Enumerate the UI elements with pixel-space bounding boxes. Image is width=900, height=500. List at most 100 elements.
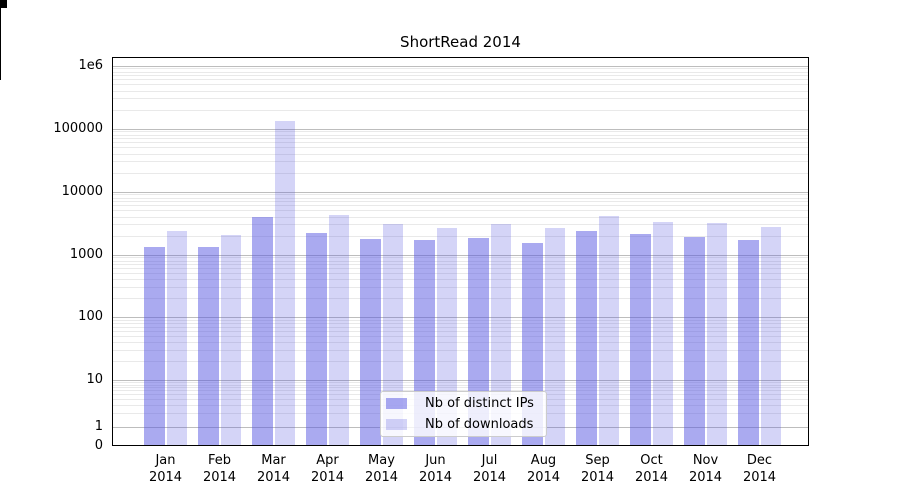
- gridline-major: [113, 128, 808, 130]
- gridline-minor: [113, 98, 808, 100]
- y-tick: [0, 0, 7, 1]
- gridline-minor: [113, 90, 808, 92]
- gridline-minor: [113, 264, 808, 266]
- x-tick: [0, 68, 1, 74]
- bar-downloads-jun: [437, 227, 457, 445]
- bar-downloads-apr: [329, 215, 349, 445]
- legend-swatch-downloads-icon: [386, 419, 407, 430]
- y-tick-label: 0: [94, 438, 103, 453]
- bar-downloads-nov: [707, 222, 727, 445]
- gridline-minor: [113, 216, 808, 218]
- legend-item-distinct-ips: Nb of distinct IPs: [386, 394, 546, 414]
- gridline-minor: [113, 268, 808, 270]
- x-tick-label: Apr 2014: [310, 453, 345, 485]
- gridline-minor: [113, 68, 808, 70]
- gridline-minor: [113, 298, 808, 300]
- y-tick-label: 1e6: [78, 57, 103, 73]
- gridline-minor: [113, 323, 808, 325]
- bar-downloads-feb: [221, 234, 241, 445]
- bar-downloads-jan: [167, 231, 187, 445]
- x-tick-label: May 2014: [364, 453, 399, 485]
- y-tick: [0, 3, 7, 4]
- gridline-minor: [113, 142, 808, 144]
- gridline-minor: [113, 134, 808, 136]
- gridline-minor: [113, 147, 808, 149]
- y-tick: [0, 4, 7, 5]
- y-tick: [0, 2, 7, 3]
- bar-downloads-jul: [491, 224, 511, 445]
- gridline-minor: [113, 210, 808, 212]
- x-tick: [0, 44, 1, 50]
- x-tick-label: Aug 2014: [526, 453, 561, 485]
- legend-swatch-distinct-ips-icon: [386, 398, 407, 409]
- bar-downloads-mar: [275, 121, 295, 445]
- x-tick-label: Jul 2014: [472, 453, 507, 485]
- gridline-minor: [113, 257, 808, 259]
- gridline-minor: [113, 273, 808, 275]
- gridline-minor: [113, 201, 808, 203]
- bar-downloads-sep: [599, 216, 619, 445]
- x-tick-label: Sep 2014: [580, 453, 615, 485]
- y-tick: [0, 5, 7, 6]
- x-tick: [0, 38, 1, 44]
- gridline-major: [113, 317, 808, 318]
- axes-decorations: 0 1 10 100 1000 10000 100000 1e6 Jan 2014 Feb 2014 M…: [0, 0, 776, 485]
- gridline-minor: [113, 349, 808, 351]
- x-tick-label: Feb 2014: [202, 453, 237, 485]
- gridline-minor: [113, 109, 808, 111]
- gridline-minor: [113, 75, 808, 77]
- gridline-minor: [113, 279, 808, 281]
- x-tick-label: Oct 2014: [634, 453, 669, 485]
- chart-title: ShortRead 2014: [400, 33, 521, 51]
- gridline-minor: [113, 224, 808, 226]
- gridline-major: [113, 380, 808, 381]
- plot-area: [112, 57, 809, 446]
- y-tick-label: 10: [86, 372, 103, 387]
- gridline-minor: [113, 194, 808, 196]
- bar-distinct-ips-jan: [144, 246, 165, 445]
- x-tick: [0, 74, 1, 80]
- bar-distinct-ips-nov: [684, 236, 705, 445]
- x-tick-label: Mar 2014: [256, 453, 291, 485]
- y-tick: [0, 1, 7, 2]
- gridline-minor: [113, 342, 808, 344]
- gridline-minor: [113, 131, 808, 133]
- gridline-minor: [113, 260, 808, 262]
- gridline-minor: [113, 84, 808, 86]
- gridline-major: [113, 191, 808, 193]
- gridline-minor: [113, 287, 808, 289]
- x-tick-label: Jun 2014: [418, 453, 453, 485]
- gridline-minor: [113, 335, 808, 337]
- gridline-major: [113, 254, 808, 256]
- x-tick: [0, 32, 1, 38]
- bar-downloads-dec: [761, 226, 781, 445]
- x-tick-label: Nov 2014: [688, 453, 723, 485]
- bar-distinct-ips-oct: [630, 234, 651, 445]
- bar-distinct-ips-sep: [576, 230, 597, 445]
- bar-distinct-ips-feb: [198, 246, 219, 445]
- legend: Nb of distinct IPs Nb of downloads: [380, 391, 547, 437]
- gridline-minor: [113, 197, 808, 199]
- bar-distinct-ips-dec: [738, 240, 759, 445]
- x-tick: [0, 20, 1, 26]
- gridline-minor: [113, 205, 808, 207]
- gridline-minor: [113, 384, 808, 386]
- x-tick-label: Dec 2014: [742, 453, 777, 485]
- gridline-minor: [113, 326, 808, 328]
- gridline-minor: [113, 361, 808, 363]
- gridline-minor: [113, 153, 808, 155]
- x-tick: [0, 56, 1, 62]
- y-tick-label: 10000: [61, 183, 103, 199]
- gridline-major: [113, 65, 808, 67]
- y-tick-label: 100000: [53, 120, 103, 136]
- legend-label-downloads: Nb of downloads: [425, 417, 534, 432]
- y-tick-label: 1: [94, 419, 103, 434]
- gridline-minor: [113, 382, 808, 384]
- bar-distinct-ips-apr: [306, 232, 327, 445]
- gridline-minor: [113, 319, 808, 321]
- gridline-minor: [113, 235, 808, 237]
- y-tick: [0, 7, 7, 8]
- gridline-minor: [113, 172, 808, 174]
- gridline-minor: [113, 387, 808, 389]
